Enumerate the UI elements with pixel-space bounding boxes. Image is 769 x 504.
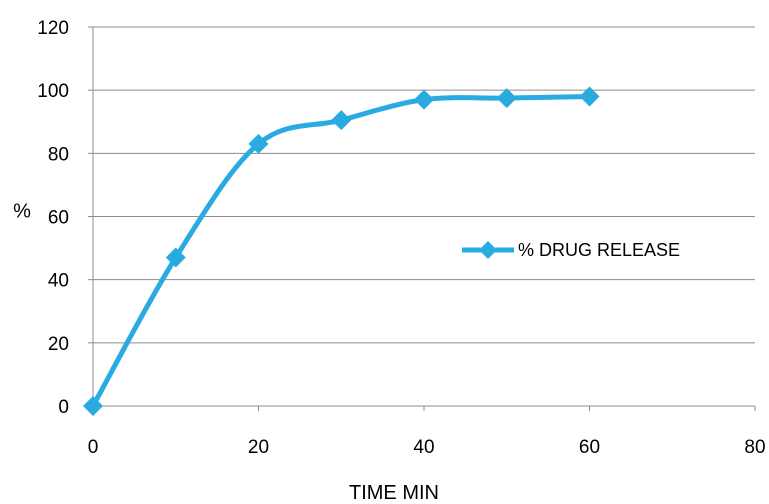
data-point-40 <box>414 89 434 110</box>
series-layer <box>83 86 600 416</box>
data-point-20 <box>248 133 269 154</box>
x-tick-label-80: 80 <box>744 437 765 458</box>
y-tick-label-80: 80 <box>48 144 69 165</box>
data-point-50 <box>496 88 517 109</box>
data-point-0 <box>83 396 103 416</box>
y-tick-label-20: 20 <box>48 334 69 355</box>
y-tick-label-120: 120 <box>37 18 69 39</box>
y-tick-label-100: 100 <box>37 81 69 102</box>
y-tick-label-60: 60 <box>48 208 69 229</box>
gridlines <box>93 26 755 344</box>
tick-labels: 0 20 40 60 80 100 120 0 20 40 60 80 <box>37 18 765 458</box>
data-point-60 <box>579 86 600 107</box>
x-tick-label-40: 40 <box>413 437 434 458</box>
legend-label: % DRUG RELEASE <box>518 240 680 260</box>
x-axis-title: TIME MIN <box>349 482 439 504</box>
axes <box>88 26 756 411</box>
legend: % DRUG RELEASE <box>462 240 680 260</box>
data-point-30 <box>331 110 352 131</box>
x-tick-label-60: 60 <box>579 437 600 458</box>
x-tick-label-20: 20 <box>248 437 269 458</box>
data-point-10 <box>165 247 186 268</box>
y-tick-label-0: 0 <box>58 397 69 418</box>
y-axis-title: % <box>13 201 31 223</box>
x-tick-label-0: 0 <box>88 437 99 458</box>
y-tick-label-40: 40 <box>48 271 69 292</box>
series-line-0 <box>90 93 592 409</box>
legend-marker <box>479 241 497 259</box>
